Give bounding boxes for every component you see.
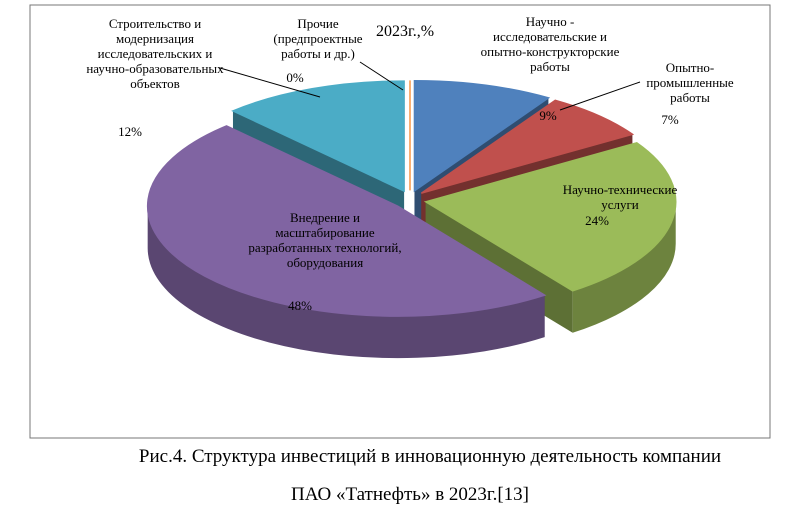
chart-frame xyxy=(29,4,771,439)
caption-line: ПАО «Татнефть» в 2023г.[13] xyxy=(291,484,529,505)
slice-label: Строительство и модернизация исследовате… xyxy=(86,16,224,91)
leader-line xyxy=(219,67,321,98)
leader-line xyxy=(559,81,641,111)
slice-value-label: 9% xyxy=(539,108,557,123)
caption-line: Рис.4. Структура инвестиций в инновацион… xyxy=(138,446,722,467)
slice-label: Научно-технические услуги xyxy=(562,182,678,212)
pie-slice xyxy=(420,99,635,194)
slice-value-label: 0% xyxy=(286,70,304,85)
slice-side xyxy=(572,201,676,333)
slice-value-label: 48% xyxy=(288,298,312,313)
slice-label: Научно - исследовательские и опытно-конс… xyxy=(480,14,620,74)
pie-slice xyxy=(413,80,551,193)
slice-side xyxy=(147,206,545,359)
pie-slice xyxy=(423,142,677,292)
leader-line xyxy=(359,61,404,91)
slice-value-label: 12% xyxy=(118,124,142,139)
slice-label: Опытно-промышленные работы xyxy=(646,60,734,105)
slice-value-label: 24% xyxy=(585,213,609,228)
slice-value-label: 7% xyxy=(661,112,679,127)
chart-title: 2023г.,% xyxy=(375,23,435,40)
slice-label: Прочие (предпроектные работы и др.) xyxy=(273,16,363,61)
slice-label: Внедрение и масштабирование разработанны… xyxy=(248,210,402,270)
pie-slice xyxy=(146,125,547,317)
